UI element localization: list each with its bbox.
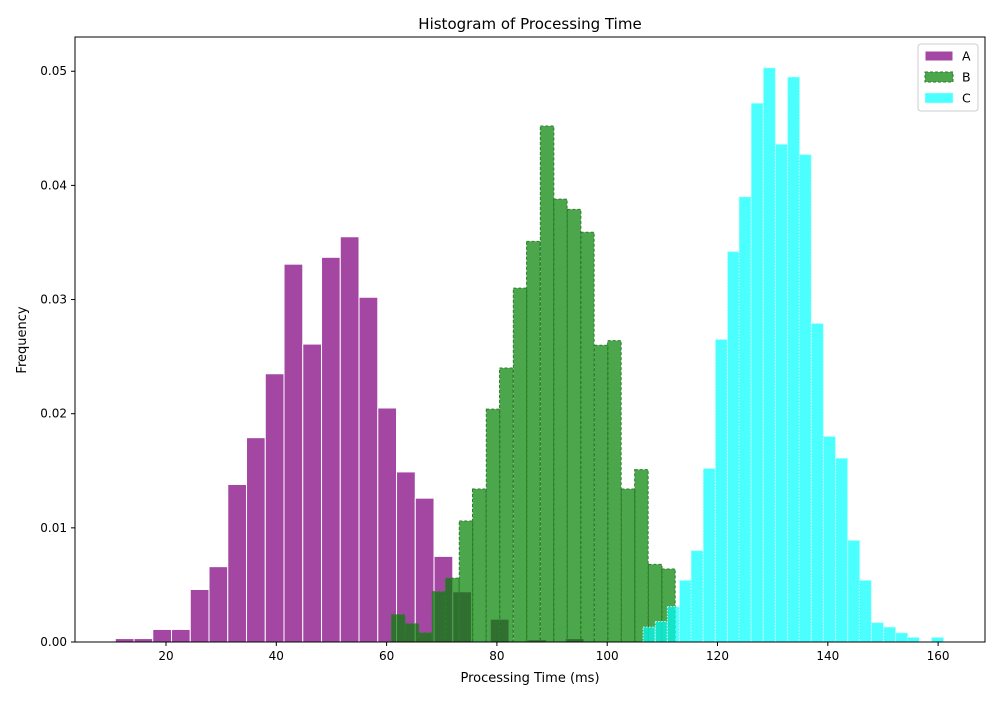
legend-label-C: C (962, 91, 971, 106)
bar-B-10 (526, 240, 541, 643)
y-tick-label: 0.02 (40, 407, 67, 421)
x-tick-label: 80 (489, 649, 504, 663)
series-A-bars (114, 236, 585, 643)
legend-label-B: B (962, 70, 971, 85)
bar-C-20 (883, 626, 897, 643)
bar-C-7 (727, 251, 741, 643)
bar-C-17 (847, 539, 861, 643)
bar-B-8 (499, 367, 514, 643)
bar-C-21 (895, 632, 909, 643)
legend-swatch-B (924, 71, 954, 83)
x-tick-label: 60 (379, 649, 394, 663)
bar-C-8 (738, 196, 752, 643)
bar-A-13 (358, 296, 379, 643)
legend-swatch-A (924, 50, 954, 62)
x-axis-label: Processing Time (ms) (460, 671, 599, 686)
series-C-bars (642, 67, 945, 643)
x-tick-label: 40 (269, 649, 284, 663)
bar-C-11 (774, 143, 788, 643)
bar-C-14 (810, 323, 824, 643)
bar-B-0 (390, 614, 406, 643)
bar-C-6 (714, 339, 728, 643)
legend-label-A: A (962, 49, 971, 64)
bar-B-9 (512, 287, 528, 643)
bar-C-13 (798, 154, 812, 643)
bar-B-7 (485, 408, 501, 643)
bar-A-8 (264, 373, 285, 643)
series-B-bars (390, 125, 676, 643)
bar-A-9 (283, 263, 304, 643)
x-tick-label: 100 (596, 649, 619, 663)
y-tick-label: 0.05 (40, 64, 67, 78)
bar-A-5 (208, 566, 229, 643)
bar-C-12 (787, 76, 801, 643)
y-tick-label: 0.00 (40, 635, 67, 649)
bar-A-3 (171, 628, 191, 643)
bar-B-4 (444, 577, 460, 643)
bar-C-2 (666, 606, 680, 643)
legend: ABC (917, 43, 979, 112)
bar-A-12 (339, 236, 360, 643)
bar-B-2 (417, 632, 433, 643)
bar-C-3 (679, 579, 693, 643)
chart-title: Histogram of Processing Time (418, 15, 641, 33)
bar-C-10 (762, 67, 776, 643)
y-tick-label: 0.03 (40, 293, 67, 307)
bar-A-10 (302, 343, 323, 643)
bar-A-16 (414, 497, 435, 643)
bar-C-15 (822, 436, 836, 643)
bar-B-1 (404, 623, 420, 643)
plot-frame (74, 36, 986, 643)
x-tick-label: 140 (816, 649, 839, 663)
bar-C-24 (931, 636, 945, 643)
bar-B-13 (566, 208, 582, 643)
bar-B-12 (553, 198, 568, 643)
bar-A-2 (152, 628, 173, 643)
bar-C-1 (654, 620, 668, 643)
x-tick-label: 160 (927, 649, 950, 663)
bar-C-4 (690, 550, 704, 643)
bar-B-16 (607, 340, 622, 643)
bar-C-0 (642, 626, 656, 643)
bar-C-18 (858, 579, 872, 643)
bar-B-18 (634, 469, 649, 643)
axes-layer: 20 40 60 80 100 120 140 160 0.00 0.01 0.02 0.03 0.04… (40, 36, 986, 663)
bar-A-7 (246, 437, 266, 643)
bar-C-9 (750, 102, 764, 643)
bar-B-5 (458, 520, 474, 643)
bars-layer (114, 67, 945, 643)
bar-C-19 (870, 622, 884, 643)
bar-C-22 (906, 636, 920, 643)
bar-C-16 (835, 457, 849, 643)
bar-B-6 (472, 488, 487, 643)
bar-B-14 (580, 231, 595, 643)
bar-B-15 (593, 344, 609, 643)
bar-C-5 (702, 467, 716, 643)
x-tick-label: 120 (706, 649, 729, 663)
y-tick-label: 0.04 (40, 178, 67, 192)
legend-swatch-C (924, 92, 954, 104)
bar-B-17 (620, 488, 636, 643)
bar-B-3 (431, 591, 447, 643)
bar-B-11 (539, 125, 555, 643)
bar-A-14 (377, 407, 398, 643)
bar-A-6 (227, 483, 248, 643)
y-axis-label: Frequency (15, 306, 30, 373)
bar-A-4 (189, 588, 210, 643)
x-tick-label: 20 (158, 649, 173, 663)
bar-A-1 (133, 638, 154, 643)
bar-A-11 (321, 256, 341, 643)
y-tick-label: 0.01 (40, 521, 67, 535)
bar-A-0 (114, 638, 135, 643)
